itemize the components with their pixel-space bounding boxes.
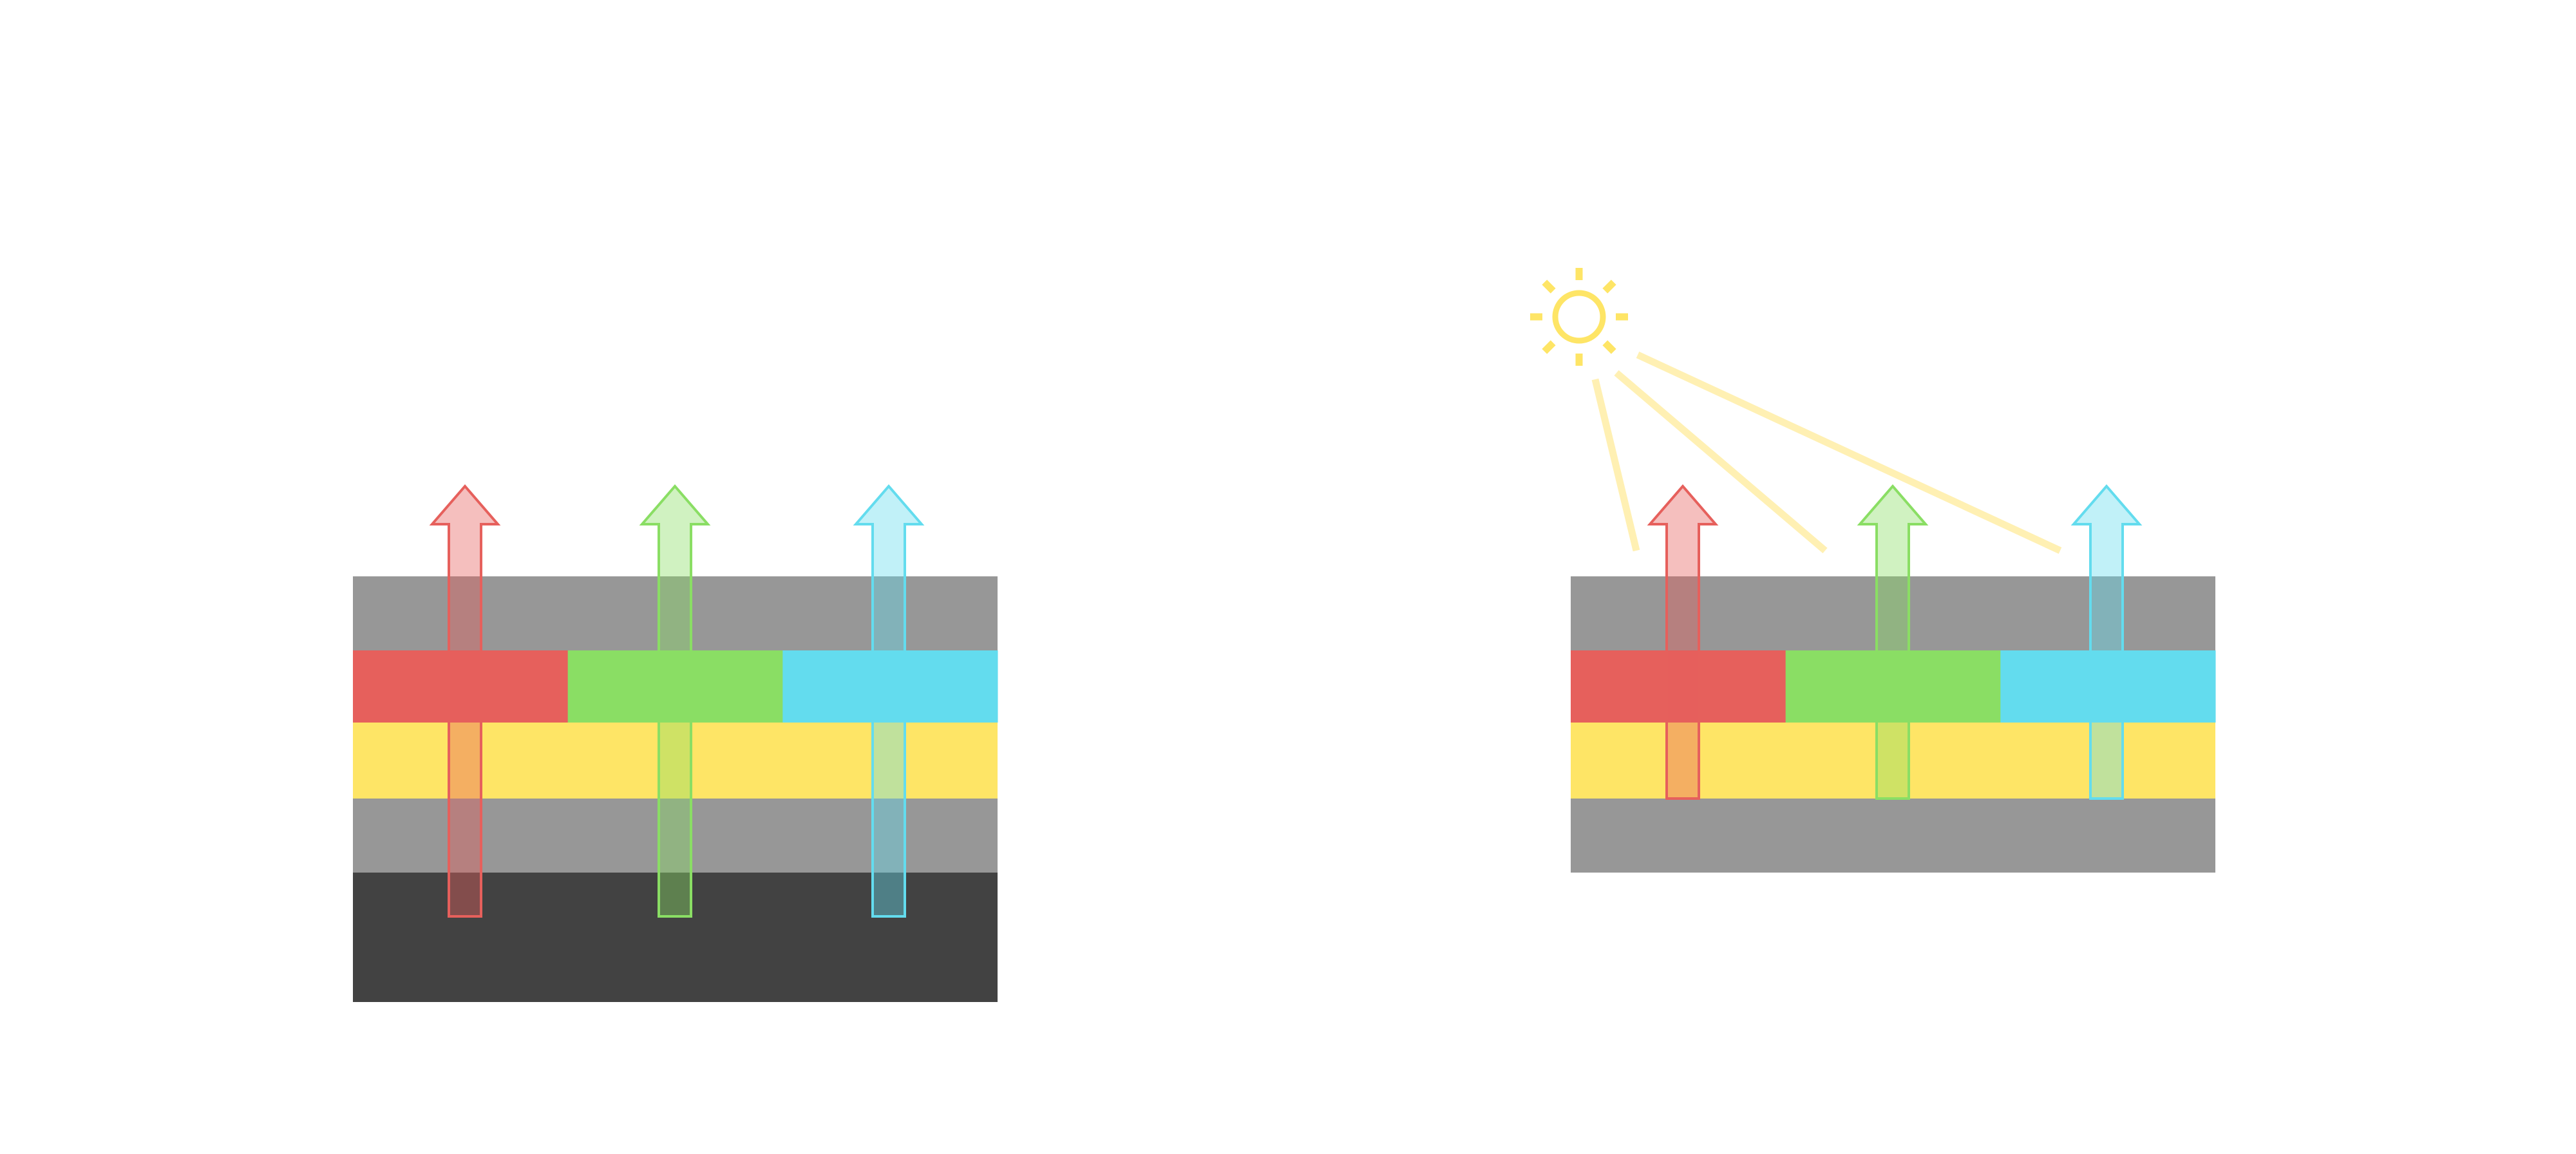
backlit-stack-diagram [353,484,998,1002]
sun-icon [1530,268,1628,366]
sun-light-rays [1591,352,2062,554]
sun-ray [1602,340,1616,354]
color-filter-red [353,650,569,723]
layer-dark [353,873,998,1002]
arrow-up-icon-green [1857,484,1929,800]
sun-ray [1602,279,1616,294]
color-filter-red [1571,650,1786,723]
layer-gray [353,576,998,650]
color-filter-cyan [2000,650,2216,723]
layer-yellow [353,723,998,799]
color-filter-green [567,650,783,723]
arrow-up-icon-cyan [2070,484,2143,800]
sun-disc [1552,290,1606,344]
arrow-up-icon-green [639,484,711,918]
arrow-up-icon-red [1647,484,1719,800]
layer-gray [353,799,998,873]
color-filter-cyan [782,650,998,723]
light-ray [1591,378,1640,552]
arrow-up-icon-red [429,484,501,918]
layer-gray [1571,576,2215,650]
light-ray [1614,370,1828,554]
sun-ray [1542,340,1556,354]
arrow-up-icon-cyan [853,484,925,918]
color-filter-green [1785,650,2001,723]
ambient-lit-stack-diagram [1571,484,2216,873]
layer-yellow [1571,723,2215,799]
sun-ray [1542,279,1556,294]
light-ray [1636,352,2062,554]
layer-gray [1571,799,2215,873]
